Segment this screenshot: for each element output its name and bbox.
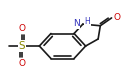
Text: O: O [18,59,25,68]
Text: O: O [18,24,25,33]
Text: O: O [114,13,120,22]
Text: N: N [73,19,80,28]
Text: S: S [18,41,25,51]
Text: H: H [85,17,90,26]
